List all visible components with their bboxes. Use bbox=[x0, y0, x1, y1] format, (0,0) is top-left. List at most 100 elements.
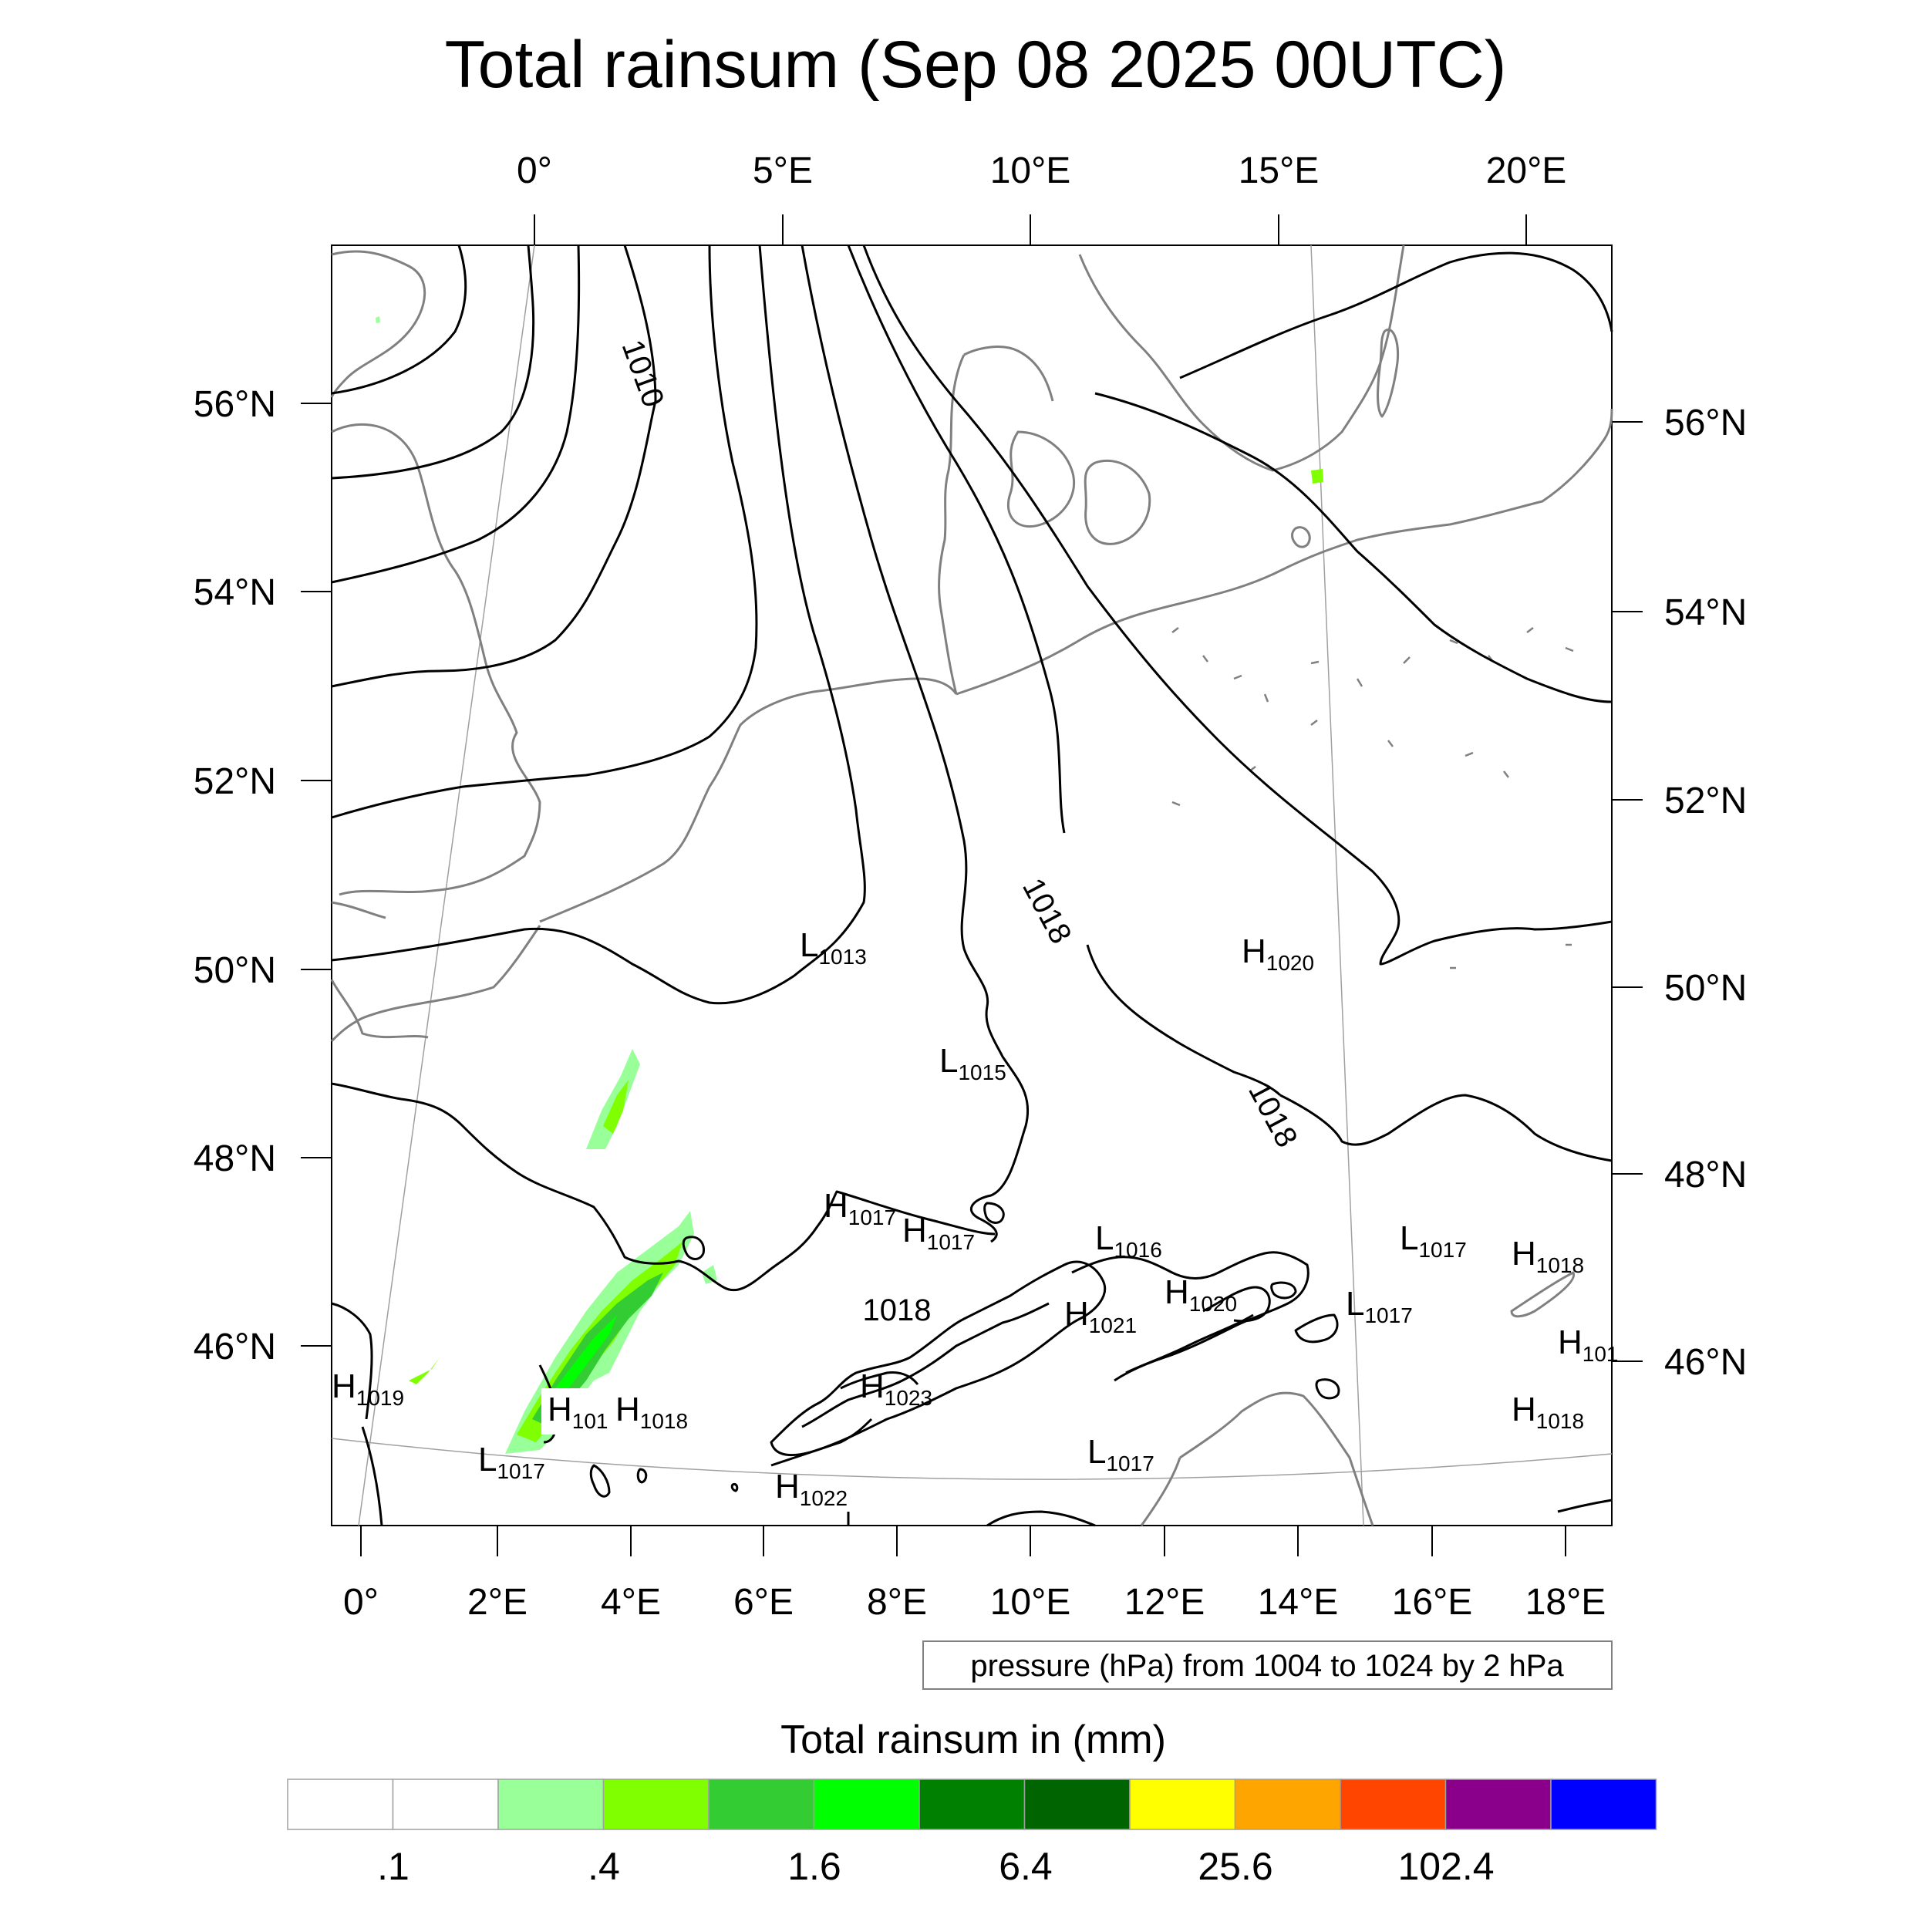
colorbar-title: Total rainsum in (mm) bbox=[780, 1718, 1166, 1762]
right-lat-label: 52°N bbox=[1664, 781, 1747, 821]
pressure-note-text: pressure (hPa) from 1004 to 1024 by 2 hP… bbox=[970, 1649, 1564, 1683]
colorbar-box bbox=[1550, 1779, 1657, 1830]
right-lat-label: 50°N bbox=[1664, 968, 1747, 1009]
center-type: L bbox=[1087, 1433, 1106, 1471]
center-type: L bbox=[1400, 1219, 1418, 1257]
right-lat-label: 46°N bbox=[1664, 1342, 1747, 1383]
center-value: 1017 bbox=[1418, 1238, 1466, 1262]
center-type: H bbox=[1512, 1391, 1536, 1428]
colorbar-box bbox=[1444, 1779, 1552, 1830]
colorbar-box bbox=[1234, 1779, 1341, 1830]
center-value: 1017 bbox=[927, 1230, 975, 1254]
rain-patch bbox=[603, 1080, 629, 1134]
rain-patch bbox=[1311, 469, 1323, 484]
pressure-center: H1017 bbox=[902, 1212, 975, 1254]
center-value: 1020 bbox=[1189, 1292, 1237, 1316]
center-value: 1017 bbox=[848, 1205, 896, 1229]
center-type: H bbox=[1558, 1323, 1583, 1361]
bottom-lon-label: 14°E bbox=[1258, 1582, 1339, 1623]
right-lat-label: 54°N bbox=[1664, 592, 1747, 633]
colorbar-box bbox=[1129, 1779, 1236, 1830]
colorbar-box bbox=[392, 1779, 499, 1830]
pressure-centers: L1013 L1015 H1020 H1017 H1017 L1016 L101… bbox=[332, 926, 1619, 1510]
left-lat-label: 50°N bbox=[194, 950, 276, 991]
pressure-center: L1016 bbox=[1095, 1219, 1162, 1262]
colorbar-label: 25.6 bbox=[1198, 1845, 1272, 1888]
center-value: 1017 bbox=[497, 1459, 544, 1483]
pressure-center: H101 bbox=[548, 1391, 608, 1433]
bottom-lon-label: 18°E bbox=[1525, 1582, 1606, 1623]
center-value: 1020 bbox=[1266, 951, 1314, 975]
left-lat-label: 48°N bbox=[194, 1138, 276, 1179]
colorbar-labels: .1 .4 1.6 6.4 25.6 102.4 bbox=[377, 1845, 1494, 1888]
colorbar-box bbox=[708, 1779, 815, 1830]
colorbar-box bbox=[1023, 1779, 1131, 1830]
pressure-center: H1018 bbox=[1512, 1235, 1584, 1277]
center-value: 1017 bbox=[1106, 1452, 1154, 1475]
center-label-bg bbox=[541, 1388, 612, 1435]
center-value: 1018 bbox=[1536, 1253, 1584, 1277]
pressure-center: L1013 bbox=[800, 926, 867, 969]
bottom-lon-label: 8°E bbox=[867, 1582, 927, 1623]
pressure-center: H1022 bbox=[775, 1468, 848, 1510]
center-value: 101 bbox=[572, 1409, 608, 1433]
center-type: H bbox=[1512, 1235, 1536, 1273]
top-lon-label: 20°E bbox=[1486, 150, 1567, 191]
right-axis-ticks bbox=[1612, 421, 1643, 1362]
center-type: H bbox=[1165, 1273, 1189, 1311]
center-value: 1016 bbox=[1114, 1238, 1161, 1262]
top-lon-label: 5°E bbox=[753, 150, 813, 191]
pressure-center: L1017 bbox=[1346, 1285, 1413, 1327]
center-type: H bbox=[1242, 932, 1266, 970]
pressure-center: H1018 bbox=[615, 1391, 688, 1433]
rain-patch bbox=[586, 1049, 640, 1149]
center-type: L bbox=[1346, 1285, 1364, 1323]
left-lat-label: 54°N bbox=[194, 572, 276, 613]
bottom-lon-label: 4°E bbox=[601, 1582, 661, 1623]
center-type: H bbox=[860, 1367, 885, 1405]
top-lon-labels: 0° 5°E 10°E 15°E 20°E bbox=[517, 150, 1566, 191]
pressure-center: H1019 bbox=[332, 1367, 404, 1410]
center-value: 1023 bbox=[885, 1386, 932, 1410]
colorbar-box bbox=[497, 1779, 605, 1830]
colorbar-box bbox=[1340, 1779, 1447, 1830]
center-value: 1013 bbox=[818, 945, 866, 969]
center-type: H bbox=[548, 1391, 572, 1428]
isobar-label: 1018 bbox=[863, 1293, 932, 1327]
pressure-center: H1021 bbox=[1064, 1295, 1137, 1337]
bottom-lon-label: 12°E bbox=[1124, 1582, 1205, 1623]
center-value: 1015 bbox=[958, 1060, 1006, 1084]
colorbar-box bbox=[918, 1779, 1026, 1830]
pressure-center: H1020 bbox=[1165, 1273, 1237, 1316]
pressure-center: L1017 bbox=[1400, 1219, 1467, 1262]
center-value: 101 bbox=[1583, 1342, 1619, 1366]
left-lat-labels: 56°N 54°N 52°N 50°N 48°N 46°N bbox=[194, 384, 276, 1367]
top-axis-ticks bbox=[534, 214, 1527, 245]
pressure-center: H101 bbox=[1558, 1323, 1619, 1366]
center-value: 1021 bbox=[1089, 1313, 1137, 1337]
left-lat-label: 56°N bbox=[194, 384, 276, 425]
center-value: 1018 bbox=[640, 1409, 688, 1433]
center-type: H bbox=[615, 1391, 640, 1428]
colorbar-label: 6.4 bbox=[999, 1845, 1053, 1888]
colorbar-label: .4 bbox=[588, 1845, 620, 1888]
left-lat-label: 46°N bbox=[194, 1327, 276, 1367]
colorbar-boxes bbox=[287, 1779, 1657, 1830]
pressure-center: L1017 bbox=[478, 1441, 545, 1483]
center-type: L bbox=[1095, 1219, 1114, 1257]
center-value: 1017 bbox=[1364, 1303, 1412, 1327]
colorbar-label: 102.4 bbox=[1397, 1845, 1494, 1888]
rain-patch bbox=[376, 316, 380, 323]
colorbar-label: 1.6 bbox=[787, 1845, 841, 1888]
colorbar-box bbox=[813, 1779, 920, 1830]
coastlines bbox=[330, 244, 1613, 1526]
bottom-axis-ticks bbox=[360, 1526, 1566, 1556]
right-lat-label: 48°N bbox=[1664, 1155, 1747, 1195]
graticule bbox=[331, 244, 1613, 1526]
colorbar-box bbox=[602, 1779, 710, 1830]
pressure-note-box: pressure (hPa) from 1004 to 1024 by 2 hP… bbox=[922, 1640, 1613, 1690]
pressure-center: H1018 bbox=[1512, 1391, 1584, 1433]
center-type: L bbox=[939, 1042, 958, 1080]
colorbar-box bbox=[287, 1779, 394, 1830]
